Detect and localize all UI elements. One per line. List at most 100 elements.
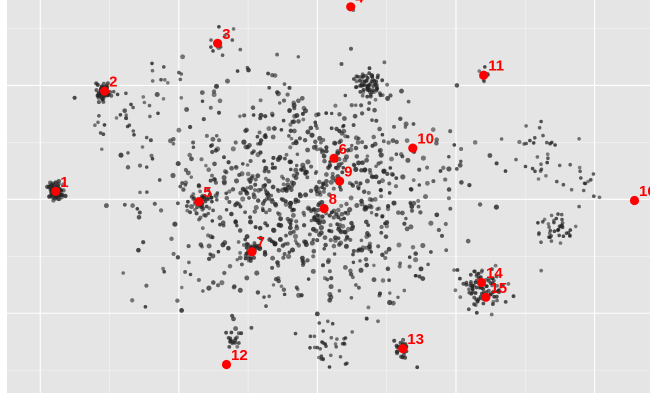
- data-point: [583, 181, 588, 186]
- data-point: [589, 178, 593, 182]
- data-point: [178, 184, 183, 189]
- data-point: [335, 337, 339, 341]
- data-point: [438, 169, 443, 173]
- data-point: [349, 227, 354, 232]
- data-point: [363, 206, 369, 212]
- data-point: [140, 145, 145, 149]
- data-point: [549, 239, 554, 243]
- data-point: [124, 113, 128, 117]
- data-point: [579, 176, 583, 180]
- data-point: [188, 272, 193, 277]
- data-point: [227, 199, 232, 205]
- data-point: [384, 223, 390, 229]
- data-point: [399, 354, 404, 359]
- data-point: [170, 172, 176, 179]
- data-point: [209, 45, 213, 49]
- data-point: [100, 147, 104, 151]
- data-point: [363, 257, 369, 262]
- data-point: [476, 271, 481, 276]
- data-point: [137, 163, 143, 168]
- data-point: [380, 132, 385, 137]
- data-point: [342, 342, 347, 346]
- data-point: [374, 164, 378, 169]
- highlight-label-4: 4: [355, 0, 364, 6]
- data-point: [267, 237, 273, 242]
- data-point: [132, 133, 136, 137]
- highlighted-points: 12345678910111213141516: [51, 0, 650, 370]
- data-point: [233, 219, 238, 224]
- data-point: [458, 276, 462, 281]
- data-point: [285, 177, 290, 183]
- data-point: [371, 90, 376, 95]
- data-point: [241, 139, 247, 145]
- data-point: [303, 192, 309, 198]
- data-point: [162, 269, 167, 274]
- data-point: [336, 236, 341, 240]
- data-point: [378, 152, 384, 158]
- data-point: [524, 124, 528, 128]
- data-point: [376, 244, 381, 249]
- data-point: [385, 96, 391, 101]
- data-point: [387, 299, 393, 306]
- data-point: [448, 129, 453, 134]
- data-point: [279, 284, 284, 289]
- data-point: [285, 92, 290, 97]
- data-point: [364, 157, 369, 163]
- data-point: [539, 240, 543, 244]
- data-point: [227, 189, 232, 194]
- data-point: [233, 178, 240, 184]
- data-point: [304, 169, 310, 175]
- data-point: [313, 139, 318, 145]
- data-point: [342, 216, 346, 221]
- data-point: [136, 215, 142, 220]
- data-point: [176, 201, 180, 206]
- data-point: [305, 205, 311, 211]
- data-point: [262, 159, 266, 163]
- data-point: [591, 172, 596, 176]
- data-point: [337, 288, 342, 293]
- data-point: [376, 319, 380, 324]
- data-point: [308, 188, 314, 193]
- data-point: [420, 243, 426, 249]
- data-point: [522, 142, 526, 146]
- data-point: [288, 145, 293, 150]
- data-point: [333, 342, 338, 346]
- data-point: [377, 126, 382, 132]
- data-point: [561, 182, 566, 187]
- data-point: [564, 231, 569, 235]
- data-point: [93, 123, 97, 127]
- highlight-label-3: 3: [222, 26, 230, 43]
- data-point: [556, 228, 560, 232]
- data-point: [569, 187, 574, 192]
- data-point: [314, 189, 319, 193]
- data-point: [267, 85, 272, 90]
- data-point: [362, 167, 368, 173]
- data-point: [245, 241, 249, 246]
- data-point: [204, 204, 209, 209]
- data-point: [315, 238, 320, 243]
- data-point: [200, 226, 205, 230]
- data-point: [103, 203, 109, 209]
- data-point: [297, 193, 303, 199]
- data-point: [102, 123, 107, 127]
- data-point: [294, 224, 299, 228]
- data-point: [477, 202, 483, 207]
- data-point: [313, 123, 318, 128]
- data-point: [370, 74, 375, 79]
- data-point: [258, 98, 263, 103]
- data-point: [200, 204, 205, 209]
- data-point: [334, 126, 339, 132]
- data-point: [183, 269, 188, 274]
- data-point: [327, 365, 332, 369]
- data-point: [168, 138, 173, 144]
- data-point: [441, 165, 446, 170]
- data-point: [122, 108, 128, 114]
- data-point: [238, 251, 243, 255]
- data-point: [317, 190, 322, 195]
- data-point: [218, 222, 222, 227]
- data-point: [241, 162, 245, 166]
- data-point: [370, 143, 375, 148]
- data-point: [350, 183, 356, 188]
- data-point: [388, 93, 393, 98]
- data-point: [359, 168, 364, 173]
